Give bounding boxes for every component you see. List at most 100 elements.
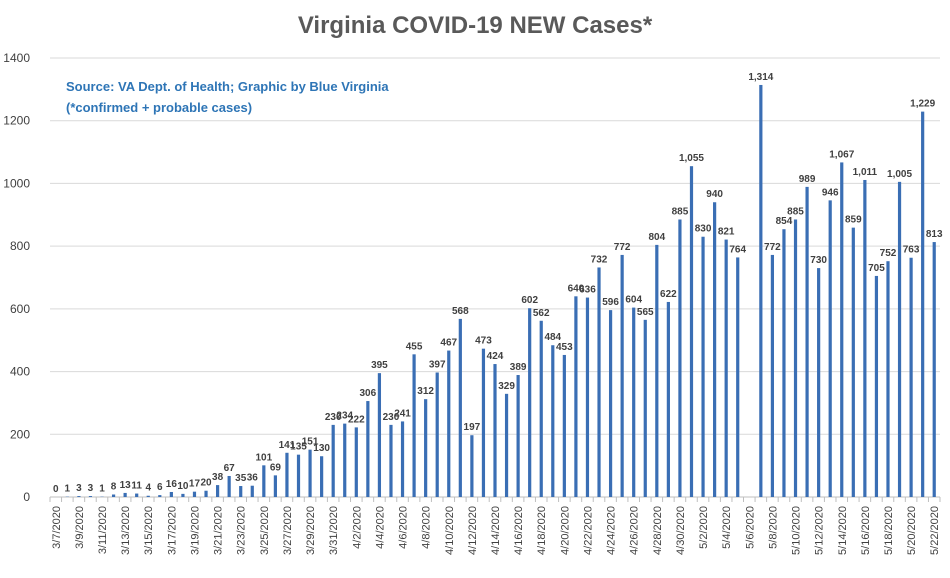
bar xyxy=(874,275,879,497)
x-tick-label: 3/31/2020 xyxy=(328,506,340,555)
y-tick-label: 600 xyxy=(10,302,30,316)
x-tick-label: 4/20/2020 xyxy=(559,506,571,555)
data-label: 151 xyxy=(302,437,319,448)
data-label: 141 xyxy=(279,440,296,451)
data-label: 772 xyxy=(614,242,631,253)
y-tick-label: 1000 xyxy=(3,176,30,190)
data-label: 1,005 xyxy=(887,169,912,180)
data-label: 859 xyxy=(845,215,862,226)
x-tick-label: 3/25/2020 xyxy=(259,506,271,555)
bar xyxy=(909,257,913,497)
data-label: 821 xyxy=(718,227,735,238)
x-tick-label: 3/27/2020 xyxy=(282,506,294,555)
data-label: 604 xyxy=(625,295,642,306)
data-label: 946 xyxy=(822,187,839,198)
bar xyxy=(562,354,566,497)
y-tick-label: 200 xyxy=(10,427,30,441)
bar xyxy=(528,308,532,497)
x-tick-label: 5/14/2020 xyxy=(837,506,849,555)
source-line: Source: VA Dept. of Health; Graphic by B… xyxy=(66,79,389,94)
bar xyxy=(88,496,93,497)
bar xyxy=(250,485,254,497)
data-label: 130 xyxy=(313,443,330,454)
data-label: 10 xyxy=(177,481,189,492)
x-tick-label: 4/10/2020 xyxy=(444,506,456,555)
bar xyxy=(354,427,358,497)
data-label: 640 xyxy=(568,283,585,294)
data-label: 989 xyxy=(799,174,816,185)
data-label: 622 xyxy=(660,289,677,300)
chart-source-note: Source: VA Dept. of Health; Graphic by B… xyxy=(66,76,389,118)
bar xyxy=(793,219,798,497)
data-label: 135 xyxy=(290,442,307,453)
x-tick-label: 4/4/2020 xyxy=(374,506,386,549)
bar xyxy=(377,373,382,497)
bar xyxy=(169,491,173,497)
x-tick-label: 4/14/2020 xyxy=(490,506,502,555)
bar xyxy=(817,268,821,497)
data-label: 1 xyxy=(99,484,105,495)
data-label: 813 xyxy=(926,229,943,240)
data-label: 20 xyxy=(200,478,212,489)
bar xyxy=(158,495,162,497)
bar xyxy=(192,491,197,497)
x-tick-label: 5/22/2020 xyxy=(929,506,941,555)
x-tick-label: 5/8/2020 xyxy=(767,506,779,549)
data-label: 568 xyxy=(452,306,469,317)
bar xyxy=(447,350,451,497)
data-label: 455 xyxy=(406,341,423,352)
bar xyxy=(840,162,844,497)
data-label: 1,314 xyxy=(748,72,773,83)
bar xyxy=(400,421,405,497)
bar xyxy=(458,318,462,497)
data-label: 0 xyxy=(53,484,59,495)
data-label: 38 xyxy=(212,472,224,483)
bar xyxy=(655,244,659,497)
bar xyxy=(851,227,855,497)
bar xyxy=(759,84,763,498)
x-tick-label: 4/8/2020 xyxy=(421,506,433,549)
x-tick-label: 4/6/2020 xyxy=(398,506,410,549)
data-label: 69 xyxy=(270,462,282,473)
data-label: 467 xyxy=(440,338,457,349)
x-tick-label: 4/30/2020 xyxy=(675,506,687,555)
bar xyxy=(932,242,936,497)
bar xyxy=(204,490,208,497)
bar xyxy=(805,186,809,497)
bar xyxy=(770,254,775,497)
bar xyxy=(215,485,220,497)
bar xyxy=(308,449,312,497)
x-tick-label: 4/18/2020 xyxy=(536,506,548,555)
data-label: 4 xyxy=(145,483,151,494)
x-tick-label: 4/12/2020 xyxy=(467,506,479,555)
bar xyxy=(331,424,335,497)
data-label: 11 xyxy=(131,481,142,492)
chart-title: Virginia COVID-19 NEW Cases* xyxy=(297,12,653,39)
bar xyxy=(597,267,601,497)
bar xyxy=(273,475,277,497)
data-label: 197 xyxy=(464,422,481,433)
data-label: 705 xyxy=(868,263,885,274)
data-label: 389 xyxy=(510,362,527,373)
data-label: 241 xyxy=(394,408,411,419)
bar xyxy=(620,254,624,497)
bar xyxy=(585,297,590,497)
data-label: 565 xyxy=(637,307,654,318)
bar xyxy=(724,239,728,497)
y-tick-label: 0 xyxy=(23,490,30,504)
bar xyxy=(146,495,150,497)
data-label: 763 xyxy=(903,245,920,256)
bar xyxy=(412,354,416,497)
x-tick-label: 3/29/2020 xyxy=(305,506,317,555)
data-label: 1,229 xyxy=(910,99,935,110)
bar xyxy=(493,364,497,497)
bar xyxy=(551,345,555,497)
x-tick-label: 4/16/2020 xyxy=(513,506,525,555)
bar xyxy=(77,496,81,497)
x-tick-label: 4/22/2020 xyxy=(582,506,594,555)
bar xyxy=(123,492,127,497)
data-label: 885 xyxy=(787,206,804,217)
data-label: 732 xyxy=(591,254,608,265)
x-tick-label: 5/12/2020 xyxy=(814,506,826,555)
